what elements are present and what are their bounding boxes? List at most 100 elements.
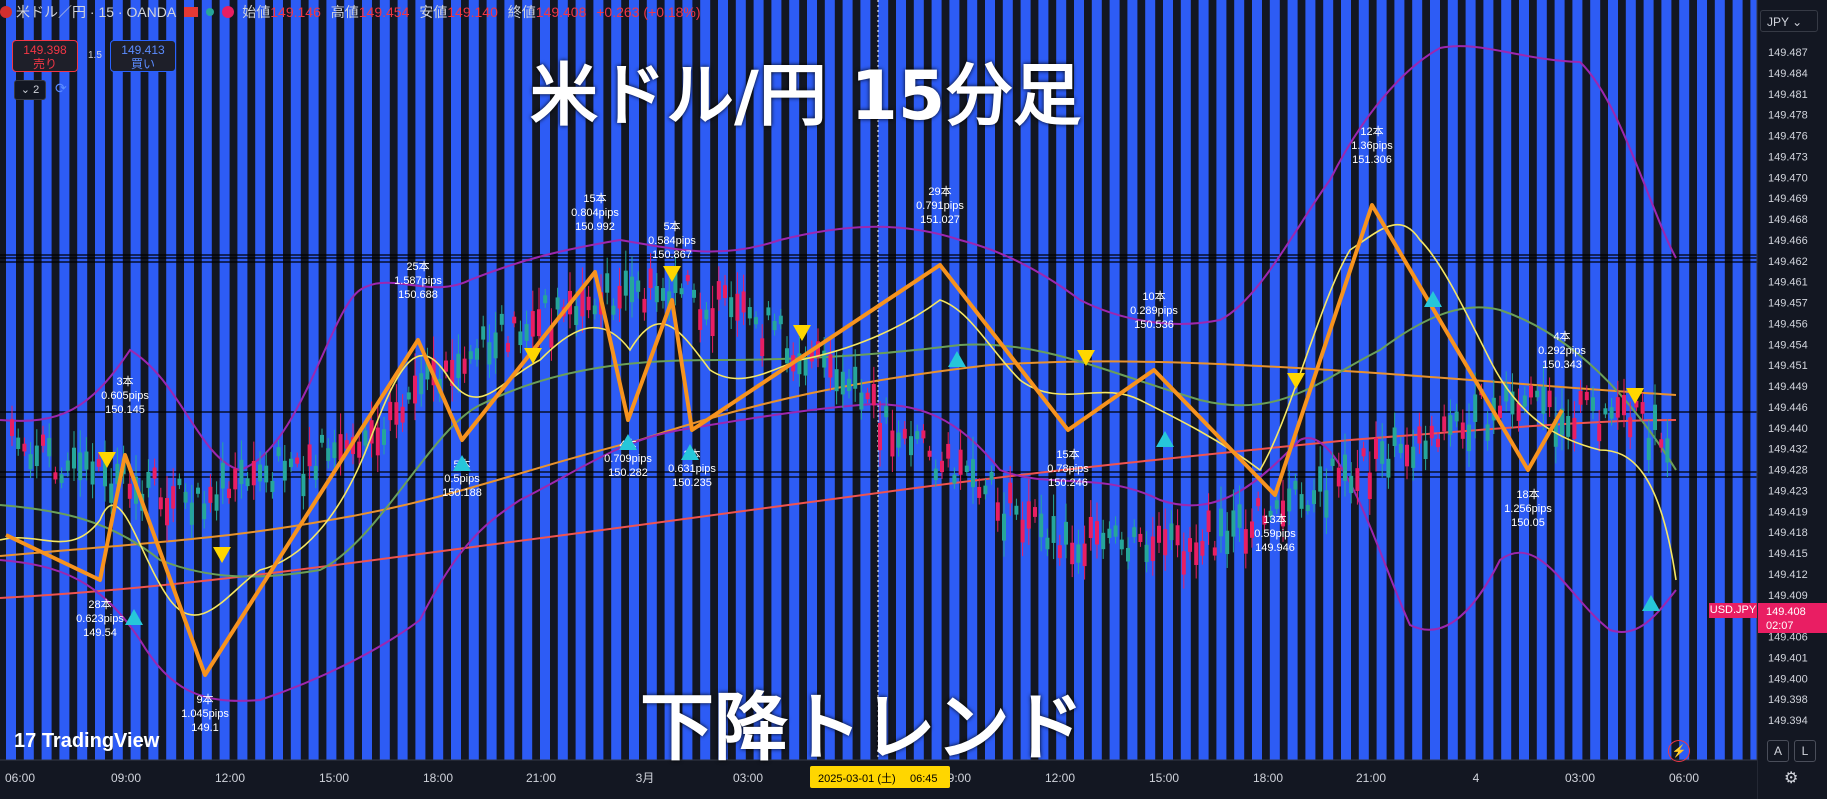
tradingview-logo[interactable]: 17 TradingView [14, 730, 159, 753]
candle-body [1560, 408, 1564, 435]
candle-body [729, 297, 734, 318]
candle-body [1498, 405, 1502, 419]
candle-body [1603, 408, 1608, 415]
buy-signal-marker [125, 609, 143, 625]
indicators-collapse-button[interactable]: ⌄ 2 [14, 80, 46, 100]
session-stripe [1305, 0, 1316, 760]
candle-body [555, 297, 560, 310]
candle-body [828, 354, 833, 378]
zigzag-label: 0.605pips [101, 390, 149, 402]
candle-body [902, 428, 907, 439]
sell-button[interactable]: 149.398 売り [12, 40, 78, 72]
candle-body [332, 442, 337, 459]
candle-body [1578, 390, 1583, 405]
gear-icon[interactable]: ⚙ [1784, 770, 1799, 787]
candle-body [1101, 532, 1106, 550]
candle-body [1510, 391, 1515, 415]
session-stripe [611, 0, 622, 760]
candle-body [400, 406, 405, 423]
alert-icon[interactable] [222, 6, 235, 18]
candle-body [1628, 417, 1633, 438]
candle-body [1646, 437, 1651, 461]
session-stripe [1554, 0, 1565, 760]
candle-body [1609, 407, 1614, 419]
zigzag-label: 0.292pips [1538, 345, 1586, 357]
session-stripe [1483, 0, 1494, 760]
zigzag-label: 5本 [663, 219, 680, 233]
zigzag-label: 151.027 [920, 214, 960, 226]
candle-body [1634, 400, 1639, 408]
candle-body [1460, 422, 1465, 439]
candle-body [685, 275, 690, 282]
zigzag-label: 149.54 [83, 627, 117, 639]
session-stripe [1661, 0, 1672, 760]
candle-body [233, 468, 238, 490]
y-tick-label: 149.457 [1768, 298, 1808, 310]
session-stripe [201, 0, 212, 760]
symbol-selector[interactable]: 米ドル／円 · 15 · OANDA [0, 2, 176, 22]
candle-body [456, 353, 461, 379]
session-stripe [931, 0, 942, 760]
candle-body [22, 443, 27, 452]
candle-body [183, 491, 188, 503]
zigzag-label: 10本 [1142, 289, 1165, 303]
sync-icon[interactable]: ⟳ [55, 80, 67, 96]
candle-body [245, 478, 250, 487]
candle-body [1361, 448, 1366, 457]
session-stripe [6, 0, 16, 760]
x-tick-label: 18:00 [423, 771, 453, 785]
candle-body [586, 296, 591, 311]
auto-scale-button[interactable]: A [1767, 740, 1789, 762]
buy-button[interactable]: 149.413 買い [110, 40, 176, 72]
candle-body [1144, 544, 1149, 563]
log-scale-button[interactable]: L [1794, 740, 1816, 762]
session-stripe [1625, 0, 1636, 760]
candle-body [10, 419, 14, 436]
session-stripe [112, 0, 123, 760]
candle-body [84, 451, 89, 470]
candle-body [1349, 475, 1354, 494]
candle-body [909, 436, 913, 456]
candle-body [1324, 490, 1329, 518]
y-tick-label: 149.478 [1768, 110, 1808, 122]
candle-body [53, 472, 58, 480]
overlay-title: 米ドル/円 15分足 [530, 57, 1082, 136]
sell-signal-marker [98, 452, 116, 468]
candle-body [158, 497, 163, 510]
session-stripe [718, 0, 728, 760]
x-tick-label: 21:00 [1356, 771, 1386, 785]
candle-body [506, 343, 510, 352]
session-stripe [237, 0, 248, 760]
candle-body [1181, 551, 1186, 575]
session-stripe [344, 0, 355, 760]
candle-body [1522, 395, 1527, 407]
candle-body [642, 298, 647, 313]
zigzag-label: 12本 [1360, 124, 1383, 138]
candle-body [251, 461, 256, 486]
currency-selector[interactable]: JPY ⌄ [1760, 10, 1818, 32]
candle-body [822, 350, 827, 368]
candle-body [890, 430, 895, 457]
flag-icon[interactable] [184, 7, 199, 17]
candle-body [1541, 386, 1546, 414]
candle-body [741, 291, 746, 313]
session-stripe [1091, 0, 1102, 760]
session-stripe [1163, 0, 1173, 760]
y-tick-label: 149.412 [1768, 569, 1808, 581]
candle-body [1392, 427, 1397, 447]
buy-signal-marker [1424, 291, 1442, 307]
candle-body [450, 359, 455, 386]
y-tick-label: 149.415 [1768, 548, 1808, 560]
candle-body [1237, 504, 1242, 528]
candle-body [927, 450, 932, 457]
lightning-icon[interactable]: ⚡ [1668, 740, 1690, 762]
candle-body [983, 485, 988, 495]
close-value: 149.408 [535, 4, 587, 20]
candle-body [1132, 527, 1137, 538]
candle-body [549, 325, 554, 348]
candle-body [369, 420, 374, 444]
candle-body [847, 378, 851, 391]
candle-body [661, 288, 665, 301]
candle-body [338, 434, 343, 461]
